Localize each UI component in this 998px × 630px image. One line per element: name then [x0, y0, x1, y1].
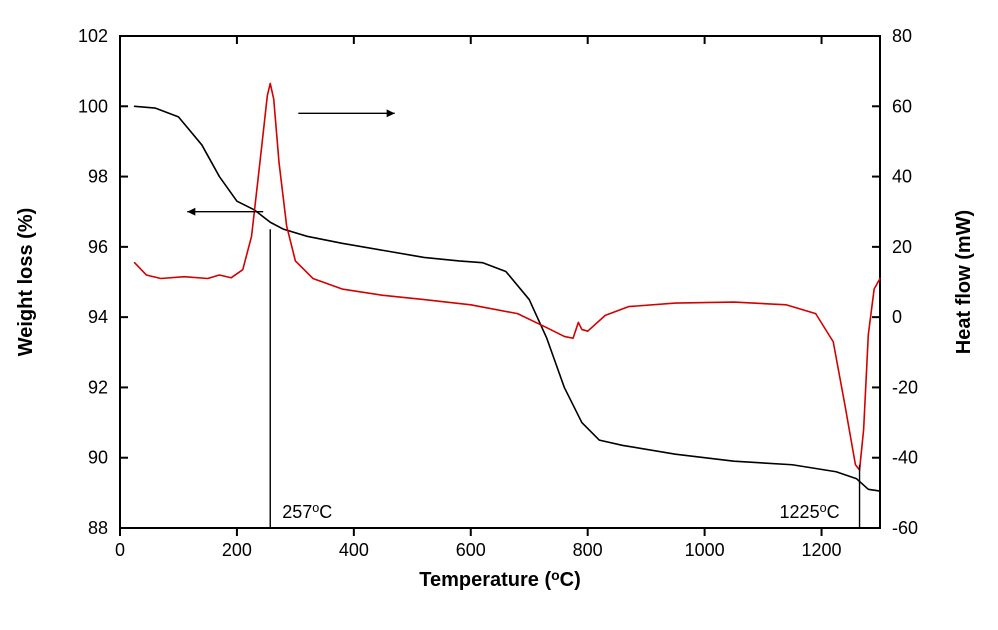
svg-text:96: 96: [88, 237, 108, 257]
svg-text:-60: -60: [892, 518, 918, 538]
svg-text:Weight loss (%): Weight loss (%): [15, 208, 37, 357]
annotation-0: 257oC: [282, 501, 332, 522]
svg-text:102: 102: [78, 26, 108, 46]
svg-text:-20: -20: [892, 377, 918, 397]
svg-text:90: 90: [88, 448, 108, 468]
svg-text:600: 600: [456, 540, 486, 560]
svg-text:0: 0: [115, 540, 125, 560]
svg-text:0: 0: [892, 307, 902, 327]
svg-text:92: 92: [88, 377, 108, 397]
svg-text:20: 20: [892, 237, 912, 257]
svg-text:40: 40: [892, 167, 912, 187]
dual-axis-line-chart: 020040060080010001200889092949698100102-…: [0, 0, 998, 630]
svg-text:200: 200: [222, 540, 252, 560]
svg-text:98: 98: [88, 167, 108, 187]
svg-text:1000: 1000: [685, 540, 725, 560]
annotation-1: 1225oC: [780, 501, 840, 522]
svg-text:800: 800: [573, 540, 603, 560]
svg-text:80: 80: [892, 26, 912, 46]
svg-text:94: 94: [88, 307, 108, 327]
svg-text:400: 400: [339, 540, 369, 560]
svg-text:-40: -40: [892, 448, 918, 468]
svg-text:100: 100: [78, 96, 108, 116]
svg-text:Heat flow (mW): Heat flow (mW): [953, 210, 975, 354]
svg-text:88: 88: [88, 518, 108, 538]
svg-text:1200: 1200: [802, 540, 842, 560]
chart-container: 020040060080010001200889092949698100102-…: [0, 0, 998, 630]
svg-text:60: 60: [892, 96, 912, 116]
